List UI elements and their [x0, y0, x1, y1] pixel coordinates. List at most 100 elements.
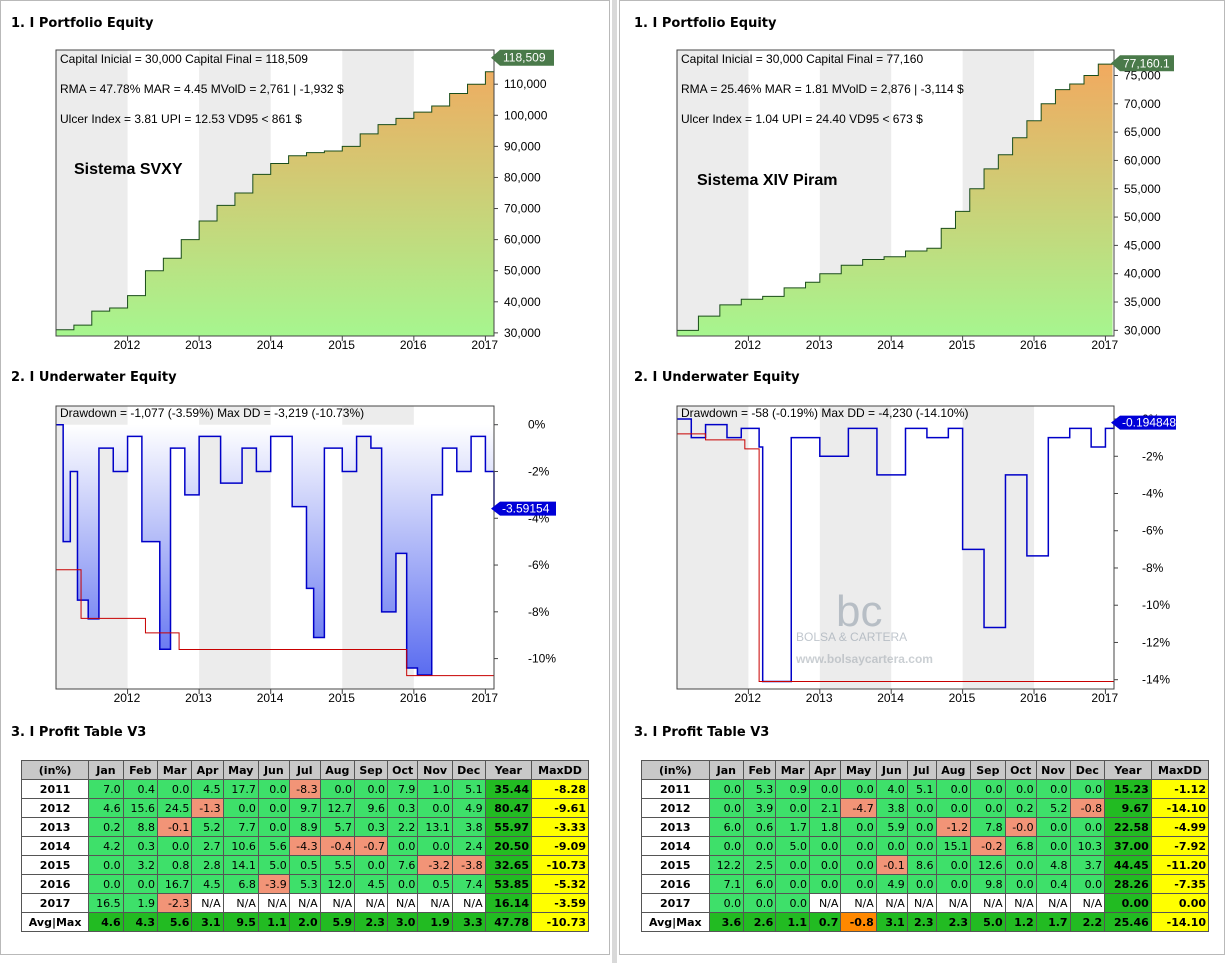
- table-row: 2011 7.0 0.4 0.0 4.5 17.7 0.0 -8.3 0.0 0.0 7.9 1.0 5…: [20, 779, 589, 799]
- table-cell: 20.50: [484, 836, 533, 856]
- equity-area: [677, 63, 1113, 336]
- table-cell: -14.10: [1150, 798, 1210, 818]
- last-value-tag-bg: [491, 49, 554, 66]
- x-tick-label: 2014: [877, 338, 904, 351]
- drawdown-line: [677, 418, 1115, 683]
- column-header: Aug: [935, 760, 972, 780]
- watermark-logo-mark: bc: [836, 587, 882, 636]
- y-tick-label: 50,000: [1124, 210, 1161, 224]
- table-cell: 32.65: [484, 855, 533, 875]
- x-tick-label: 2013: [185, 338, 212, 351]
- y-tick-label: 30,000: [1124, 323, 1161, 337]
- table-cell: -8.3: [288, 779, 321, 799]
- y-tick-label: 90,000: [504, 139, 541, 153]
- table-cell: 7.9: [386, 779, 419, 799]
- y-tick-label: -4%: [1142, 487, 1164, 501]
- x-tick-label: 2014: [257, 691, 284, 705]
- section-title-equity: 1. I Portfolio Equity: [634, 16, 777, 31]
- table-cell: 0.0: [775, 855, 810, 875]
- table-cell: 0.0: [319, 779, 356, 799]
- table-cell: -4.99: [1150, 817, 1210, 837]
- table-cell: 3.0: [386, 912, 419, 932]
- table-cell: -0.1: [157, 817, 193, 837]
- table-cell: 0.0: [906, 798, 937, 818]
- last-value-tag: -3.59154: [491, 501, 556, 516]
- table-header-row: (in%) Jan Feb Mar Apr May Jun Jul Aug Sep Oct Nov De…: [641, 760, 1210, 780]
- table-cell: 8.8: [122, 817, 159, 837]
- y-tick-label: 80,000: [504, 170, 541, 184]
- table-cell: 6.0: [708, 817, 745, 837]
- table-cell: 0.0: [808, 855, 842, 875]
- table-cell: N/A: [1069, 893, 1106, 913]
- x-tick-label: 2015: [328, 691, 355, 705]
- table-cell: -0.4: [319, 836, 356, 856]
- x-tick-label: 2015: [949, 338, 976, 351]
- table-cell: 0.0: [157, 779, 193, 799]
- equity-stat-line: Ulcer Index = 1.04 UPI = 24.40 VD95 < 67…: [681, 112, 923, 126]
- table-cell: 16.14: [484, 893, 533, 913]
- table-cell: 0.3: [122, 836, 159, 856]
- y-tick-label: 35,000: [1124, 295, 1161, 309]
- table-cell: 5.7: [319, 817, 356, 837]
- y-tick-label: -8%: [528, 605, 550, 619]
- table-cell: 0.0: [1069, 779, 1106, 799]
- table-cell: -1.3: [191, 798, 224, 818]
- x-tick-label: 2012: [734, 691, 761, 705]
- table-cell: 7.4: [451, 874, 486, 894]
- table-cell: 3.3: [451, 912, 486, 932]
- year-band: [677, 50, 749, 336]
- table-cell: 3.1: [191, 912, 224, 932]
- table-cell: 5.5: [319, 855, 356, 875]
- table-cell: 0.0: [935, 874, 972, 894]
- drawdown-area: [56, 424, 494, 675]
- table-cell: 0.0: [88, 874, 124, 894]
- table-cell: 0.8: [157, 855, 193, 875]
- table-cell: 0.0: [775, 874, 810, 894]
- panel-divider[interactable]: [612, 0, 617, 963]
- row-label: 2011: [20, 779, 90, 799]
- table-cell: 0.0: [808, 874, 842, 894]
- x-tick-label: 2012: [114, 691, 141, 705]
- last-value-tag: 77,160.1: [1111, 55, 1174, 72]
- row-label: 2014: [641, 836, 710, 856]
- table-cell: 17.7: [222, 779, 259, 799]
- table-row: 2016 0.0 0.0 16.7 4.5 6.8 -3.9 5.3 12.0 4.5 0.0 0.5…: [20, 874, 589, 894]
- table-row: 2014 4.2 0.3 0.0 2.7 10.6 5.6 -4.3 -0.4 -0.7 0.0 0.…: [20, 836, 589, 856]
- table-cell: N/A: [906, 893, 937, 913]
- table-cell: -4.3: [288, 836, 321, 856]
- table-cell: 9.5: [222, 912, 259, 932]
- column-header: (in%): [641, 760, 710, 780]
- y-tick-label: 40,000: [504, 295, 541, 309]
- y-tick-label: 60,000: [504, 233, 541, 247]
- row-label: 2017: [641, 893, 710, 913]
- y-tick-label: -14%: [1142, 673, 1170, 687]
- drawdown-line: [56, 423, 495, 676]
- table-cell: N/A: [222, 893, 259, 913]
- table-cell: -3.2: [417, 855, 453, 875]
- y-tick-label: 60,000: [1124, 153, 1161, 167]
- table-cell: 0.0: [808, 779, 842, 799]
- column-header: Dec: [1069, 760, 1106, 780]
- profit-table-right: (in%) Jan Feb Mar Apr May Jun Jul Aug Sep Oct Nov De…: [641, 760, 1210, 932]
- section-title-underwater: 2. I Underwater Equity: [11, 370, 177, 385]
- table-cell: 2.5: [743, 855, 777, 875]
- table-cell: 0.0: [775, 798, 810, 818]
- underwater-chart-left: 0%-2%-4%-6%-8%-10%2012 2013 2014 2015 2016 20…: [55, 405, 556, 705]
- table-cell: 2.1: [808, 798, 842, 818]
- table-cell: -3.9: [257, 874, 290, 894]
- table-cell: 5.1: [451, 779, 486, 799]
- last-value-tag-bg: [491, 501, 556, 516]
- table-cell: 6.8: [222, 874, 259, 894]
- y-tick-label: 40,000: [1124, 267, 1161, 281]
- table-cell: 0.7: [808, 912, 842, 932]
- table-cell: 7.8: [970, 817, 1006, 837]
- table-cell: 12.6: [970, 855, 1006, 875]
- table-cell: 0.0: [1069, 817, 1106, 837]
- table-cell: N/A: [386, 893, 419, 913]
- table-cell: 0.0: [708, 798, 745, 818]
- table-cell: 4.5: [354, 874, 388, 894]
- profit-table-left: (in%) Jan Feb Mar Apr May Jun Jul Aug Sep Oct Nov De…: [20, 760, 589, 932]
- table-cell: 12.0: [319, 874, 356, 894]
- column-header: Apr: [808, 760, 842, 780]
- left-report-panel: 1. I Portfolio Equity 30,000 40,000 50,000…: [0, 0, 610, 955]
